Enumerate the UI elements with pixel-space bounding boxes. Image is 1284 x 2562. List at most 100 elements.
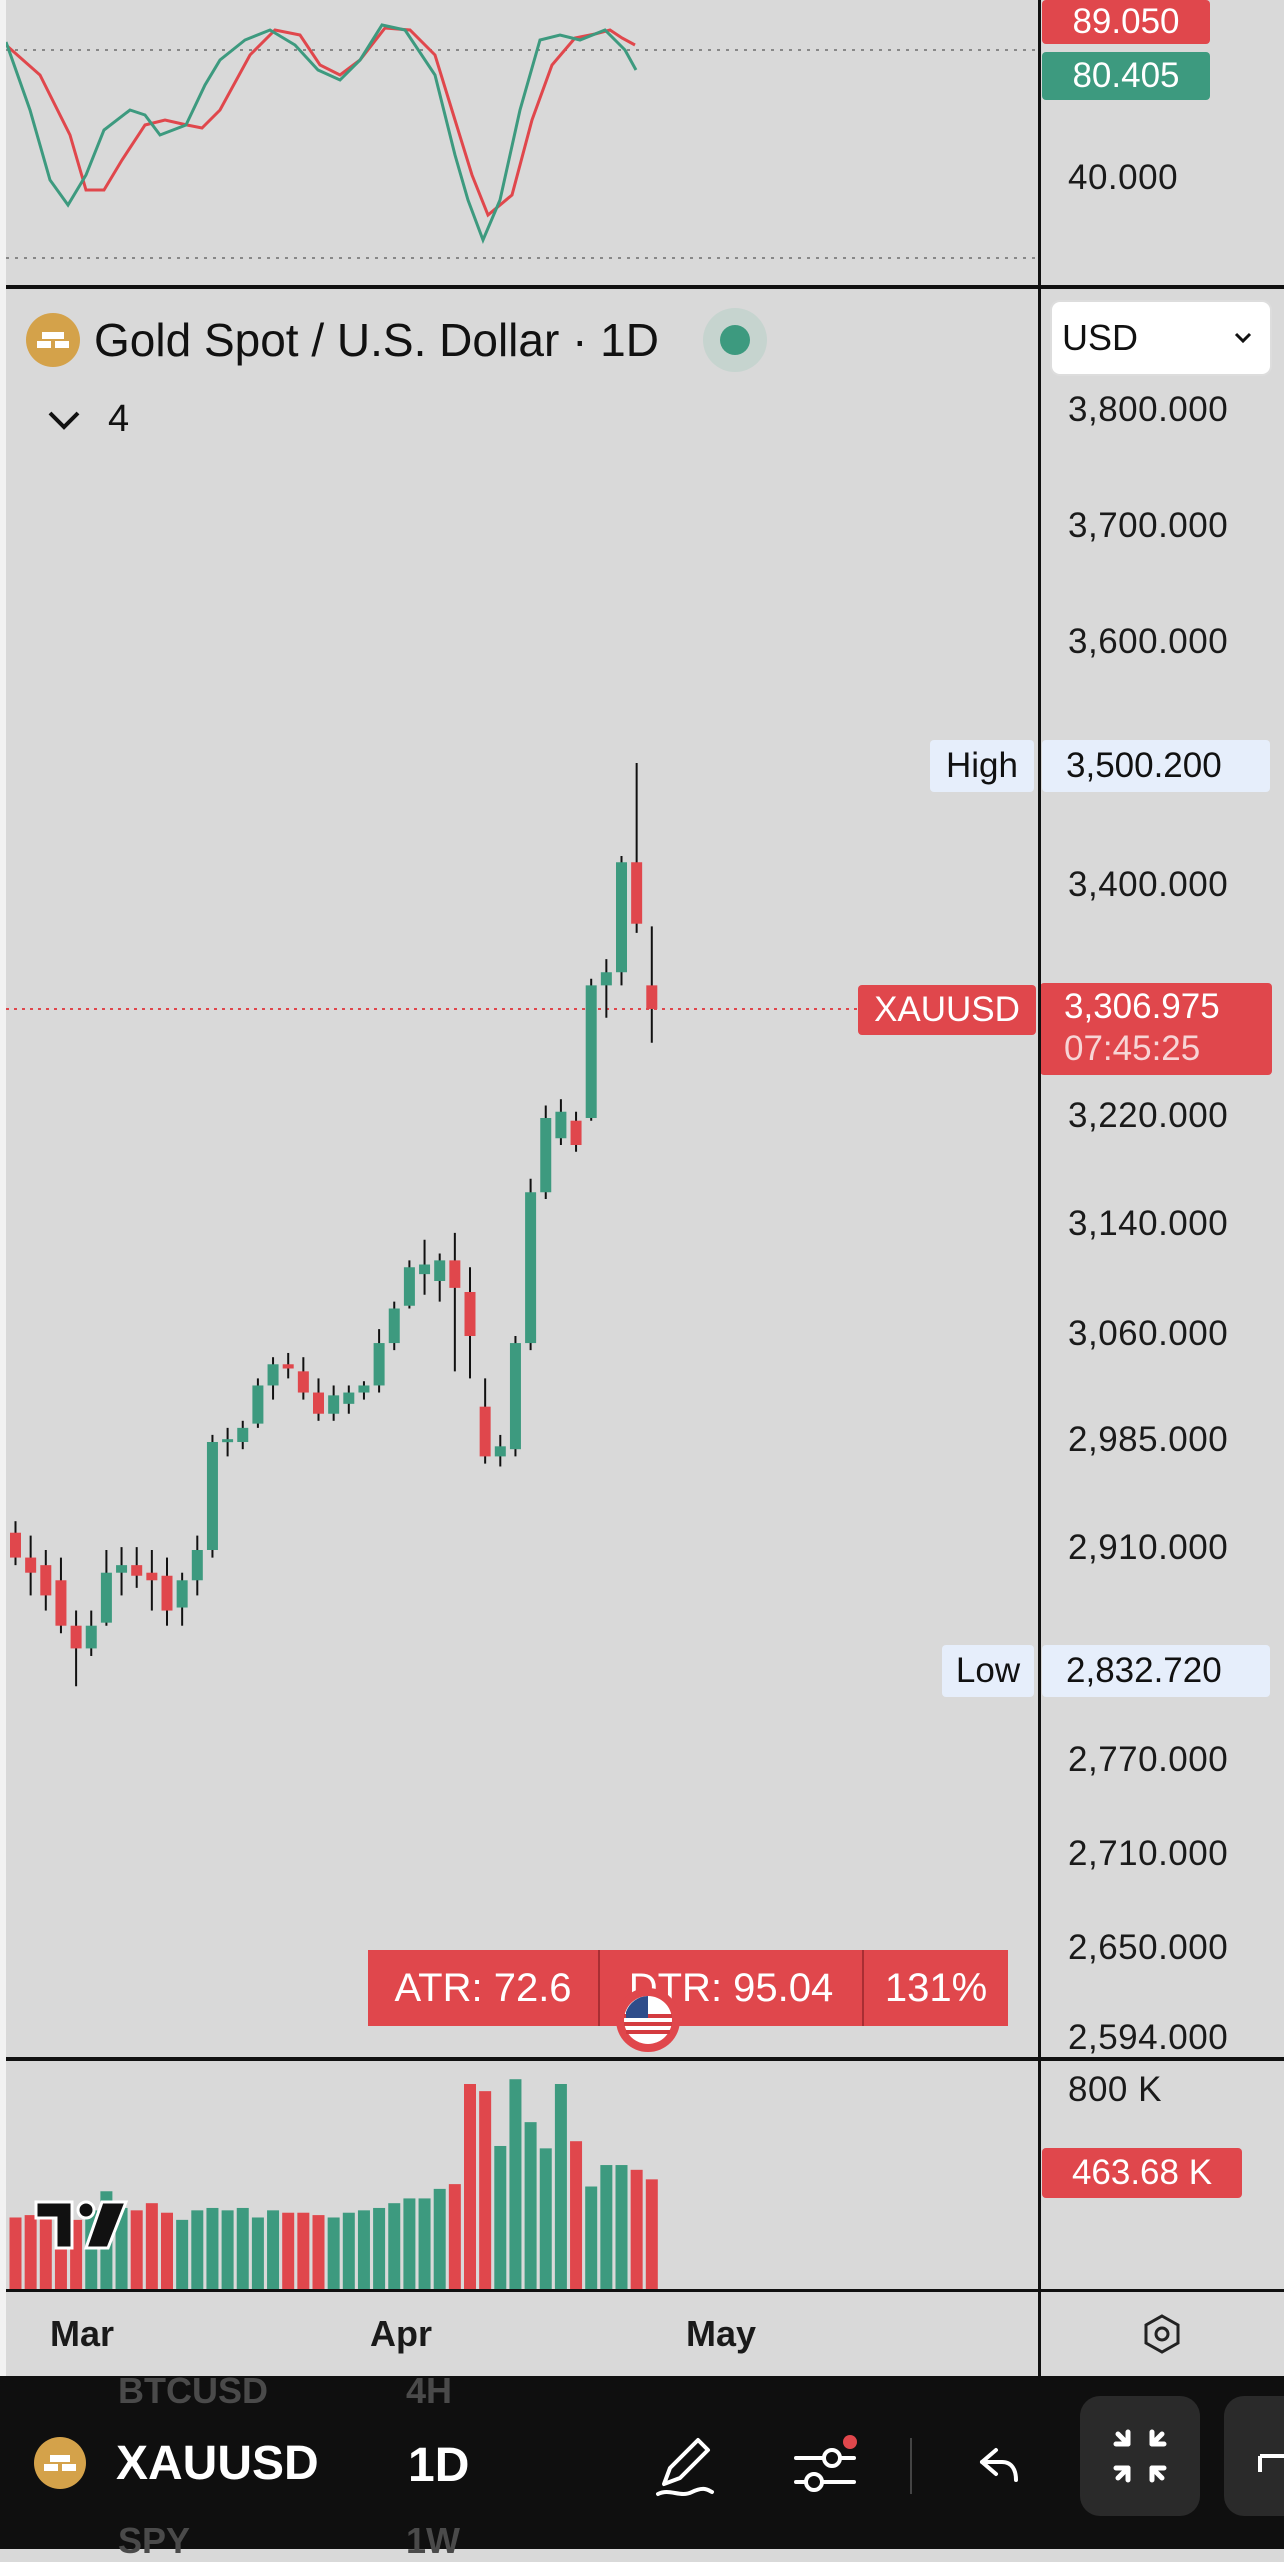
candle (25, 1535, 37, 1596)
high-label: High (946, 746, 1018, 785)
candle (479, 1378, 491, 1464)
symbol-button[interactable]: XAUUSD (34, 2428, 319, 2498)
candle (403, 1260, 415, 1309)
volume-chart[interactable] (0, 2061, 1040, 2291)
candle (206, 1434, 218, 1558)
exit-fullscreen-button[interactable] (1080, 2396, 1200, 2516)
high-value-tag: 3,500.200 (1042, 740, 1270, 792)
candle-body (585, 985, 597, 1118)
volume-bar (251, 2217, 264, 2289)
low-label-tag: Low (942, 1645, 1034, 1697)
symbol-legend[interactable]: Gold Spot / U.S. Dollar · 1D (26, 308, 767, 372)
volume-bar (24, 2215, 37, 2289)
candle-body (131, 1565, 143, 1576)
low-value-tag: 2,832.720 (1042, 1645, 1270, 1697)
candle-body (525, 1192, 537, 1344)
pane-divider-volume[interactable] (0, 2057, 1284, 2061)
us-flag-event-icon[interactable] (616, 1988, 680, 2052)
volume-bar (464, 2084, 476, 2289)
candle-body (509, 1343, 521, 1450)
candle (373, 1329, 385, 1393)
price-axis-label: 2,650.000 (1068, 1928, 1229, 1967)
candle-body (479, 1406, 491, 1457)
volume-last-tag: 463.68 K (1042, 2148, 1242, 2198)
candle (282, 1352, 294, 1379)
candle (161, 1557, 173, 1626)
volume-bar (282, 2212, 295, 2289)
volume-bar (600, 2165, 613, 2289)
candle (631, 763, 643, 933)
indicators-toggle[interactable]: 4 (44, 398, 129, 441)
candle-body (600, 972, 612, 986)
volume-bar (297, 2212, 310, 2289)
pane-divider-top[interactable] (0, 285, 1284, 289)
candlestick-chart[interactable] (0, 289, 1040, 2059)
gold-symbol-icon (34, 2437, 86, 2489)
candle-body (616, 862, 627, 973)
candle-body (40, 1565, 52, 1596)
last-price-tag: 3,306.975 07:45:25 (1040, 983, 1272, 1075)
volume-bar (9, 2217, 22, 2289)
candle (85, 1610, 97, 1656)
volume-bar (585, 2186, 598, 2289)
chart-area[interactable]: 89.050 80.405 40.000 Gold Spot / U.S. Do… (0, 0, 1284, 2376)
bottom-toolbar: BTCUSD 4H SPY 1W XAUUSD 1D (0, 2370, 1284, 2561)
currency-select[interactable]: USD (1052, 302, 1270, 374)
undo-button[interactable] (966, 2436, 1026, 2496)
pen-icon (656, 2438, 714, 2496)
sliders-icon (794, 2435, 857, 2492)
candle (131, 1547, 143, 1588)
candle-body (10, 1532, 21, 1558)
candle (525, 1178, 537, 1351)
price-axis-label: 3,060.000 (1068, 1314, 1229, 1353)
candle-body (328, 1395, 340, 1414)
volume-bar (524, 2122, 537, 2289)
chart-settings-icon[interactable] (1140, 2312, 1184, 2356)
candle (176, 1572, 188, 1626)
price-axis-label: 3,800.000 (1068, 390, 1229, 429)
volume-bar (206, 2207, 219, 2289)
candle (646, 926, 658, 1043)
volume-bar (327, 2217, 340, 2289)
candle (358, 1381, 370, 1400)
volume-bar (539, 2148, 552, 2289)
oscillator-value-green: 80.405 (1042, 52, 1210, 100)
drawing-tool-button[interactable] (650, 2432, 720, 2502)
market-status-icon[interactable] (702, 308, 767, 372)
candle (555, 1099, 567, 1145)
volume-bar (494, 2145, 507, 2289)
volume-bar (312, 2215, 325, 2289)
volume-bar (145, 2203, 158, 2289)
candle-body (570, 1120, 582, 1145)
tradingview-logo[interactable] (30, 2196, 130, 2254)
candle-body (176, 1580, 188, 1608)
price-axis[interactable]: 3,800.000 3,700.000 3,600.000 3,400.000 3,22… (1042, 289, 1284, 2059)
candle (237, 1420, 249, 1450)
oscillator-pane[interactable] (6, 0, 1038, 285)
interval-button[interactable]: 1D (408, 2439, 470, 2492)
candle-body (494, 1446, 506, 1457)
volume-bar (509, 2079, 522, 2289)
indicators-settings-button[interactable] (790, 2434, 860, 2504)
candle (100, 1550, 112, 1626)
price-axis-label: 2,710.000 (1068, 1834, 1229, 1873)
atr-panel[interactable]: ATR: 72.6 DTR: 95.04 131% (368, 1950, 1008, 2026)
more-button-partial[interactable] (1224, 2396, 1284, 2516)
volume-bar (115, 2207, 128, 2289)
candle-body (237, 1427, 249, 1442)
ghost-symbol-top: BTCUSD (118, 2370, 268, 2411)
candle-body (555, 1111, 567, 1139)
low-value: 2,832.720 (1066, 1651, 1222, 1690)
price-axis-label: 3,140.000 (1068, 1204, 1229, 1243)
candle-body (100, 1572, 112, 1623)
candle-body (631, 862, 643, 924)
price-axis-label: 2,985.000 (1068, 1420, 1229, 1459)
candle-body (222, 1439, 234, 1443)
volume-bar (403, 2198, 416, 2289)
high-value: 3,500.200 (1066, 746, 1222, 785)
candle-body (282, 1364, 294, 1369)
volume-bar (39, 2217, 52, 2289)
volume-bar (236, 2207, 249, 2289)
volume-bar (448, 2184, 461, 2289)
candle (191, 1535, 203, 1596)
